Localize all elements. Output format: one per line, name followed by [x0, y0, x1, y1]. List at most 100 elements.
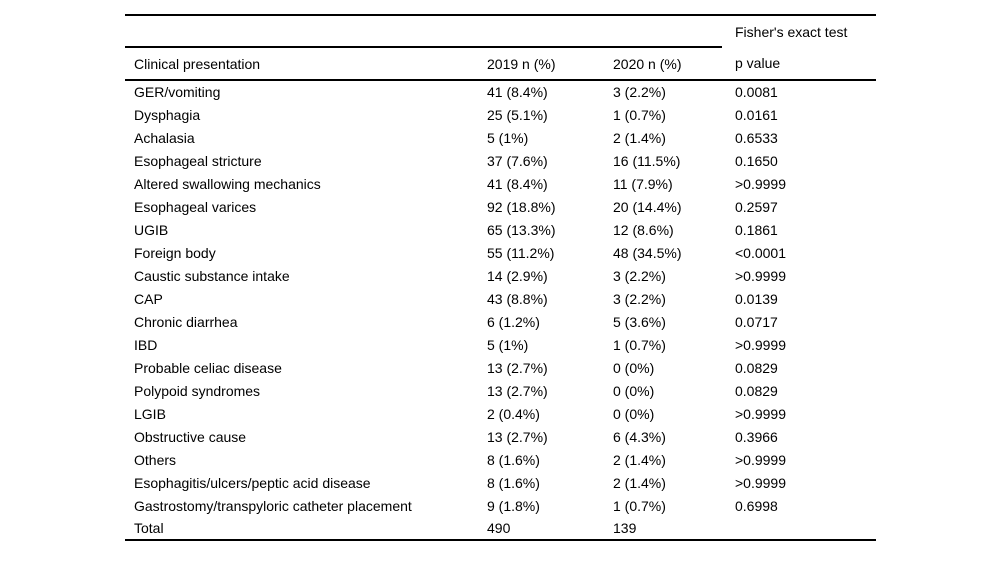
cell-clinical-presentation: UGIB: [134, 221, 169, 238]
cell-2020-n-pct: 1 (0.7%): [613, 497, 666, 514]
cell-2019-n-pct: 8 (1.6%): [487, 474, 540, 491]
cell-clinical-presentation: Others: [134, 451, 177, 468]
col-header-2019: 2019 n (%): [487, 47, 613, 81]
cell-p-value: 0.0717: [735, 313, 778, 330]
table-row: Achalasia 5 (1%) 2 (1.4%) 0.6533: [125, 126, 876, 149]
table-row: CAP 43 (8.8%) 3 (2.2%) 0.0139: [125, 287, 876, 310]
cell-2019-n-pct: 43 (8.8%): [487, 290, 548, 307]
cell-2020-n-pct: 48 (34.5%): [613, 244, 682, 261]
cell-2019-n-pct: 92 (18.8%): [487, 198, 556, 215]
cell-p-value: 0.2597: [735, 198, 778, 215]
spanner-label: Fisher's exact test: [735, 23, 848, 40]
spanner-row: Fisher's exact test: [125, 15, 876, 48]
cell-2020-n-pct: 5 (3.6%): [613, 313, 666, 330]
cell-p-value: 0.0081: [735, 84, 778, 100]
cell-p-value: 0.0829: [735, 359, 778, 376]
cell-p-value: 0.0161: [735, 106, 778, 123]
table-row: Others 8 (1.6%) 2 (1.4%) >0.9999: [125, 448, 876, 471]
total-row: Total 490 139: [125, 517, 876, 540]
cell-2020-n-pct: 6 (4.3%): [613, 428, 666, 445]
cell-clinical-presentation: Esophageal varices: [134, 198, 257, 215]
cell-clinical-presentation: Achalasia: [134, 129, 195, 146]
cell-p-value: 0.3966: [735, 428, 778, 445]
cell-clinical-presentation: CAP: [134, 290, 163, 307]
cell-2020-n-pct: 16 (11.5%): [613, 152, 681, 169]
table-row: Obstructive cause 13 (2.7%) 6 (4.3%) 0.3966: [125, 425, 876, 448]
cell-clinical-presentation: IBD: [134, 336, 158, 353]
col-header-clinical-presentation: Clinical presentation: [125, 47, 487, 81]
table-row: Esophagitis/ulcers/peptic acid disease 8 …: [125, 471, 876, 494]
table-row: Esophageal varices 92 (18.8%) 20 (14.4%) 0.…: [125, 195, 876, 218]
cell-2020-n-pct: 20 (14.4%): [613, 198, 682, 215]
cell-clinical-presentation: Total: [134, 520, 164, 536]
cell-2020-n-pct: 2 (1.4%): [613, 129, 666, 146]
cell-p-value: >0.9999: [735, 405, 786, 422]
cell-2020-n-pct: 139: [613, 520, 637, 536]
cell-clinical-presentation: Esophagitis/ulcers/peptic acid disease: [134, 474, 371, 491]
cell-2020-n-pct: 2 (1.4%): [613, 451, 666, 468]
cell-2020-n-pct: 12 (8.6%): [613, 221, 674, 238]
cell-p-value: 0.1650: [735, 152, 778, 169]
cell-clinical-presentation: Caustic substance intake: [134, 267, 290, 284]
cell-clinical-presentation: LGIB: [134, 405, 166, 422]
cell-p-value: <0.0001: [735, 244, 786, 261]
cell-p-value: 0.6998: [735, 497, 778, 514]
cell-p-value: >0.9999: [735, 336, 786, 353]
cell-2020-n-pct: 3 (2.2%): [613, 267, 666, 284]
cell-2020-n-pct: 1 (0.7%): [613, 106, 666, 123]
cell-2019-n-pct: 25 (5.1%): [487, 106, 548, 123]
cell-p-value: 0.0829: [735, 382, 778, 399]
cell-clinical-presentation: GER/vomiting: [134, 84, 221, 100]
cell-p-value: [722, 517, 876, 540]
cell-2019-n-pct: 55 (11.2%): [487, 244, 555, 261]
clinical-presentation-table: Fisher's exact test Clinical presentatio…: [125, 14, 876, 541]
cell-2019-n-pct: 14 (2.9%): [487, 267, 548, 284]
cell-clinical-presentation: Probable celiac disease: [134, 359, 282, 376]
header-row: Clinical presentation 2019 n (%) 2020 n …: [125, 47, 876, 81]
cell-2019-n-pct: 13 (2.7%): [487, 359, 548, 376]
cell-p-value: >0.9999: [735, 451, 786, 468]
cell-p-value: 0.6533: [735, 129, 778, 146]
cell-clinical-presentation: Foreign body: [134, 244, 216, 261]
cell-clinical-presentation: Esophageal stricture: [134, 152, 262, 169]
cell-clinical-presentation: Polypoid syndromes: [134, 382, 261, 399]
cell-p-value: >0.9999: [735, 474, 786, 491]
table-row: LGIB 2 (0.4%) 0 (0%) >0.9999: [125, 402, 876, 425]
cell-p-value: >0.9999: [735, 175, 786, 192]
table-row: Polypoid syndromes 13 (2.7%) 0 (0%) 0.0829: [125, 379, 876, 402]
cell-p-value: >0.9999: [735, 267, 786, 284]
cell-2019-n-pct: 65 (13.3%): [487, 221, 556, 238]
table-row: IBD 5 (1%) 1 (0.7%) >0.9999: [125, 333, 876, 356]
cell-2020-n-pct: 0 (0%): [613, 405, 655, 422]
cell-clinical-presentation: Gastrostomy/transpyloric catheter placem…: [134, 497, 412, 514]
cell-2019-n-pct: 13 (2.7%): [487, 382, 548, 399]
cell-2020-n-pct: 0 (0%): [613, 382, 655, 399]
cell-2019-n-pct: 9 (1.8%): [487, 497, 540, 514]
cell-2020-n-pct: 2 (1.4%): [613, 474, 666, 491]
table-body: GER/vomiting 41 (8.4%) 3 (2.2%) 0.0081 Dysph…: [125, 80, 876, 540]
table-row: UGIB 65 (13.3%) 12 (8.6%) 0.1861: [125, 218, 876, 241]
cell-2019-n-pct: 2 (0.4%): [487, 405, 540, 422]
cell-clinical-presentation: Altered swallowing mechanics: [134, 175, 321, 192]
table-row: GER/vomiting 41 (8.4%) 3 (2.2%) 0.0081: [125, 80, 876, 103]
col-header-p-value: p value: [722, 47, 876, 81]
cell-clinical-presentation: Chronic diarrhea: [134, 313, 238, 330]
cell-2020-n-pct: 3 (2.2%): [613, 290, 666, 307]
table-row: Dysphagia 25 (5.1%) 1 (0.7%) 0.0161: [125, 103, 876, 126]
cell-clinical-presentation: Obstructive cause: [134, 428, 247, 445]
cell-clinical-presentation: Dysphagia: [134, 106, 201, 123]
table-row: Chronic diarrhea 6 (1.2%) 5 (3.6%) 0.0717: [125, 310, 876, 333]
cell-2019-n-pct: 490: [487, 520, 511, 536]
cell-2020-n-pct: 1 (0.7%): [613, 336, 666, 353]
table-row: Foreign body 55 (11.2%) 48 (34.5%) <0.0001: [125, 241, 876, 264]
cell-2019-n-pct: 6 (1.2%): [487, 313, 540, 330]
table-row: Gastrostomy/transpyloric catheter placem…: [125, 494, 876, 517]
cell-2019-n-pct: 5 (1%): [487, 129, 529, 146]
cell-2019-n-pct: 13 (2.7%): [487, 428, 548, 445]
cell-2019-n-pct: 5 (1%): [487, 336, 529, 353]
cell-2019-n-pct: 8 (1.6%): [487, 451, 540, 468]
table-row: Caustic substance intake 14 (2.9%) 3 (2.2%…: [125, 264, 876, 287]
cell-p-value: 0.0139: [735, 290, 778, 307]
cell-2019-n-pct: 41 (8.4%): [487, 175, 548, 192]
